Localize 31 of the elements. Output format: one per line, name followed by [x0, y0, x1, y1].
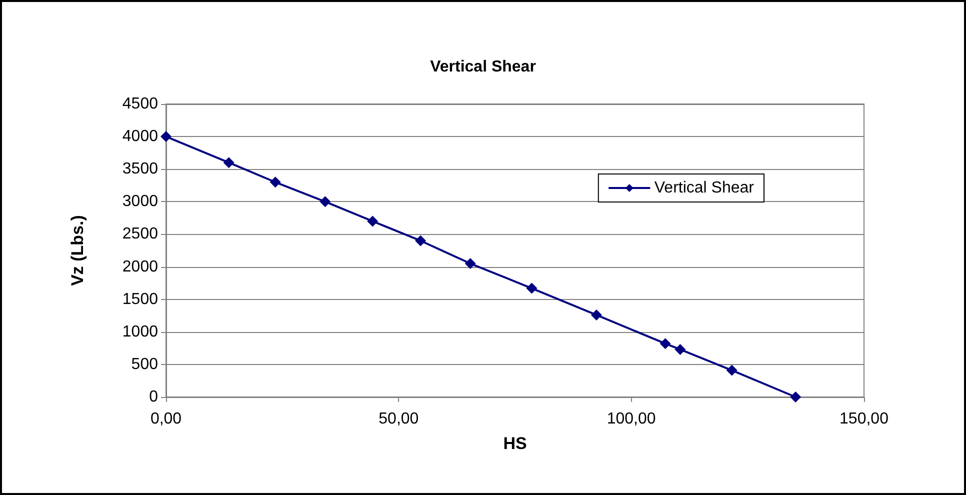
- x-tick-label: 100,00: [606, 410, 656, 428]
- y-tick-label: 4500: [122, 96, 158, 112]
- point: [660, 338, 671, 350]
- legend-label: Vertical Shear: [654, 180, 755, 196]
- point: [270, 176, 281, 188]
- y-tick-label: 4000: [122, 128, 158, 146]
- point: [526, 282, 538, 294]
- point: [674, 344, 686, 355]
- point: [160, 131, 172, 142]
- x-tick-label: 150,00: [840, 410, 889, 428]
- y-tick-label: 3000: [122, 193, 158, 210]
- point: [320, 196, 331, 208]
- point: [367, 216, 378, 227]
- x-tick-label: 0,00: [150, 410, 182, 428]
- y-tick-label: 2000: [122, 258, 158, 276]
- y-axis-title: Vz (Lbs.): [68, 215, 87, 286]
- y-tick-label: 500: [131, 356, 158, 373]
- y-tick-label: 1500: [122, 290, 158, 308]
- point: [223, 157, 234, 168]
- chart-title: Vertical Shear: [430, 58, 536, 76]
- point: [726, 364, 738, 376]
- y-tick-label: 3500: [122, 160, 158, 178]
- y-tick-label: 0: [149, 388, 158, 406]
- x-tick-label: 50,00: [378, 410, 419, 428]
- point: [415, 235, 426, 246]
- point: [590, 309, 602, 320]
- point: [464, 258, 476, 270]
- point: [790, 392, 802, 402]
- x-axis-title: HS: [503, 434, 527, 453]
- y-tick-label: 1000: [122, 323, 158, 340]
- y-tick-label: 2500: [122, 226, 158, 243]
